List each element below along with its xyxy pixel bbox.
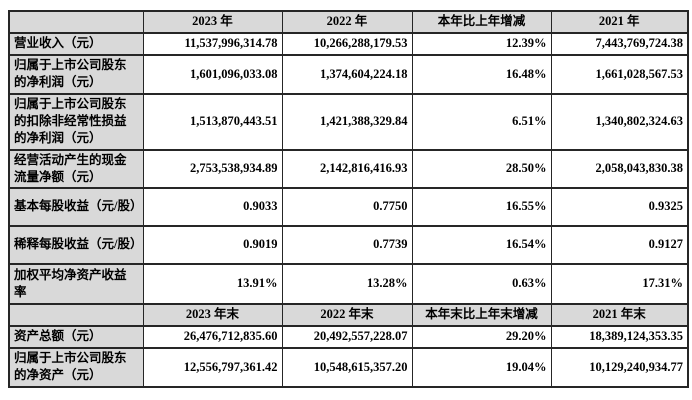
table-row-net-profit-ex-nonrecurring: 归属于上市公司股东的扣除非经常性损益的净利润（元） 1,513,870,443.… bbox=[8, 92, 689, 151]
row-label: 资产总额（元） bbox=[8, 325, 144, 349]
value-2021: 1,340,802,324.63 bbox=[550, 92, 689, 151]
table-row-weighted-avg-roe: 加权平均净资产收益率 13.91% 13.28% 0.63% 17.31% bbox=[8, 263, 689, 305]
value-2022: 1,374,604,224.18 bbox=[281, 54, 413, 95]
annual-header-row: 2023 年 2022 年 本年比上年增减 2021 年 bbox=[8, 10, 689, 34]
value-change: 6.51% bbox=[411, 92, 552, 151]
table-row-net-assets: 归属于上市公司股东的净资产（元） 12,556,797,361.42 10,54… bbox=[8, 347, 689, 388]
value-change: 16.48% bbox=[411, 54, 552, 95]
value-2022: 0.7750 bbox=[281, 187, 413, 227]
table-row-diluted-eps: 稀释每股收益（元/股） 0.9019 0.7739 16.54% 0.9127 bbox=[8, 225, 689, 265]
col-header-2023-year-end: 2023 年末 bbox=[142, 303, 283, 327]
value-change: 16.54% bbox=[411, 225, 552, 265]
value-2023: 13.91% bbox=[142, 263, 283, 305]
value-change: 16.55% bbox=[411, 187, 552, 227]
row-label: 基本每股收益（元/股） bbox=[8, 187, 144, 227]
value-2022: 13.28% bbox=[281, 263, 413, 305]
value-2023: 0.9033 bbox=[142, 187, 283, 227]
col-header-yoy-change: 本年比上年增减 bbox=[411, 10, 552, 34]
value-2023: 12,556,797,361.42 bbox=[142, 347, 283, 388]
value-2021: 18,389,124,353.35 bbox=[550, 325, 689, 349]
value-2021: 2,058,043,830.38 bbox=[550, 148, 689, 189]
table-row-basic-eps: 基本每股收益（元/股） 0.9033 0.7750 16.55% 0.9325 bbox=[8, 187, 689, 227]
row-label: 经营活动产生的现金流量净额（元） bbox=[8, 148, 144, 189]
value-2023: 11,537,996,314.78 bbox=[142, 32, 283, 56]
value-2021: 1,661,028,567.53 bbox=[550, 54, 689, 95]
value-2022: 20,492,557,228.07 bbox=[281, 325, 413, 349]
value-2021: 17.31% bbox=[550, 263, 689, 305]
value-2022: 0.7739 bbox=[281, 225, 413, 265]
col-header-2022: 2022 年 bbox=[281, 10, 413, 34]
value-2021: 0.9127 bbox=[550, 225, 689, 265]
table-row-operating-cash-flow: 经营活动产生的现金流量净额（元） 2,753,538,934.89 2,142,… bbox=[8, 148, 689, 189]
row-label: 归属于上市公司股东的净资产（元） bbox=[8, 347, 144, 388]
financial-summary-table: 2023 年 2022 年 本年比上年增减 2021 年 营业收入（元） 11,… bbox=[8, 10, 689, 388]
col-header-2022-year-end: 2022 年末 bbox=[281, 303, 413, 327]
header-empty-cell bbox=[8, 10, 144, 34]
col-header-2021-year-end: 2021 年末 bbox=[550, 303, 689, 327]
col-header-2021: 2021 年 bbox=[550, 10, 689, 34]
row-label: 归属于上市公司股东的扣除非经常性损益的净利润（元） bbox=[8, 92, 144, 151]
col-header-year-end-change: 本年末比上年末增减 bbox=[411, 303, 552, 327]
value-2021: 10,129,240,934.77 bbox=[550, 347, 689, 388]
row-label: 加权平均净资产收益率 bbox=[8, 263, 144, 305]
value-2021: 7,443,769,724.38 bbox=[550, 32, 689, 56]
header-empty-cell bbox=[8, 303, 144, 327]
table-row-revenue: 营业收入（元） 11,537,996,314.78 10,266,288,179… bbox=[8, 32, 689, 56]
value-2023: 1,601,096,033.08 bbox=[142, 54, 283, 95]
value-2023: 2,753,538,934.89 bbox=[142, 148, 283, 189]
year-end-header-row: 2023 年末 2022 年末 本年末比上年末增减 2021 年末 bbox=[8, 303, 689, 327]
table-row-net-profit: 归属于上市公司股东的净利润（元） 1,601,096,033.08 1,374,… bbox=[8, 54, 689, 95]
value-2022: 1,421,388,329.84 bbox=[281, 92, 413, 151]
value-2022: 10,266,288,179.53 bbox=[281, 32, 413, 56]
value-change: 0.63% bbox=[411, 263, 552, 305]
row-label: 归属于上市公司股东的净利润（元） bbox=[8, 54, 144, 95]
col-header-2023: 2023 年 bbox=[142, 10, 283, 34]
value-change: 19.04% bbox=[411, 347, 552, 388]
value-2021: 0.9325 bbox=[550, 187, 689, 227]
table-row-total-assets: 资产总额（元） 26,476,712,835.60 20,492,557,228… bbox=[8, 325, 689, 349]
value-2022: 2,142,816,416.93 bbox=[281, 148, 413, 189]
value-2022: 10,548,615,357.20 bbox=[281, 347, 413, 388]
value-change: 12.39% bbox=[411, 32, 552, 56]
row-label: 营业收入（元） bbox=[8, 32, 144, 56]
value-2023: 0.9019 bbox=[142, 225, 283, 265]
row-label: 稀释每股收益（元/股） bbox=[8, 225, 144, 265]
value-change: 29.20% bbox=[411, 325, 552, 349]
value-2023: 26,476,712,835.60 bbox=[142, 325, 283, 349]
value-change: 28.50% bbox=[411, 148, 552, 189]
value-2023: 1,513,870,443.51 bbox=[142, 92, 283, 151]
